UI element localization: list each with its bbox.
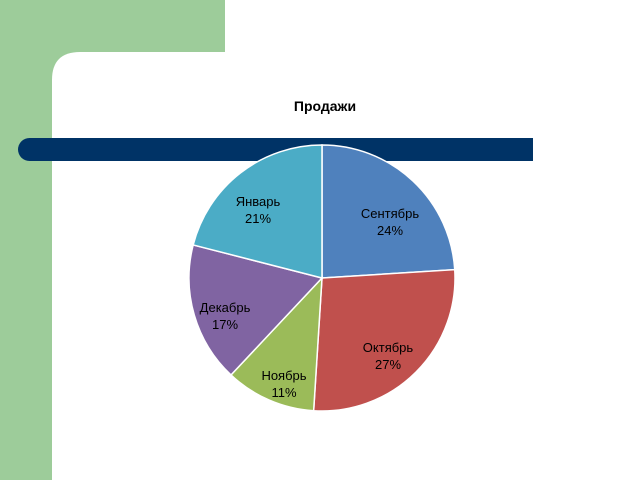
navy-bar-flat-end — [500, 138, 533, 161]
chart-title: Продажи — [293, 98, 357, 114]
slice-label-1: Сентябрь — [361, 206, 419, 221]
pie-chart: Сентябрь 24% Октябрь 27% Ноябрь 11% Декабрь 17%… — [188, 144, 456, 412]
slice-label-2: Октябрь — [363, 340, 414, 355]
pie-slice-5 — [192, 144, 323, 279]
pie-slice-2 — [312, 268, 456, 412]
navy-divider-bar — [18, 138, 533, 161]
pie-slice-1 — [321, 144, 456, 279]
slice-label-3: Ноябрь — [261, 368, 306, 383]
slice-label-5: Январь — [236, 194, 281, 209]
slice-percent-4: 17% — [212, 317, 238, 332]
slice-label-4: Декабрь — [200, 300, 251, 315]
slice-percent-1: 24% — [377, 223, 403, 238]
pie-slice-3 — [229, 275, 323, 412]
pie-slice-4 — [188, 244, 324, 377]
slice-percent-3: 11% — [271, 385, 296, 400]
slice-percent-5: 21% — [245, 211, 271, 226]
slice-percent-2: 27% — [375, 357, 401, 372]
